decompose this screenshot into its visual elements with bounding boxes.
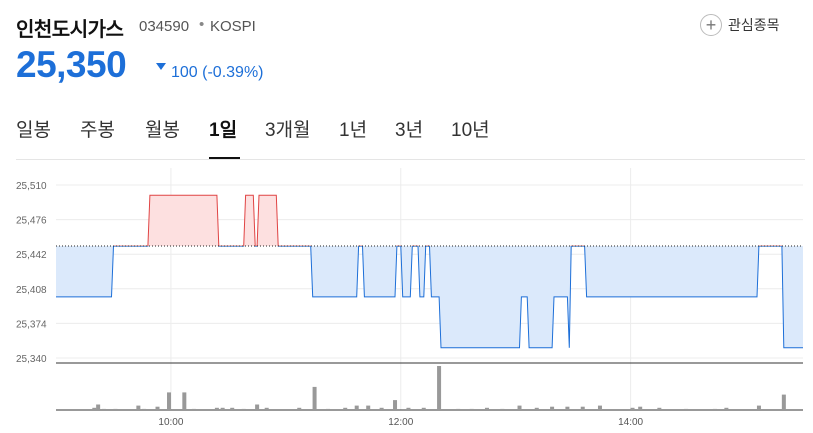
volume-bar xyxy=(255,404,260,410)
volume-bar xyxy=(393,400,398,410)
tab-daily[interactable]: 일봉 xyxy=(16,120,51,141)
volume-bar xyxy=(182,392,187,410)
stock-name: 인천도시가스 xyxy=(16,19,124,41)
volume-bar xyxy=(101,408,106,410)
kebab-menu-icon[interactable]: ••• xyxy=(811,14,813,25)
tab-1-year[interactable]: 1년 xyxy=(339,120,368,141)
y-tick-label: 25,374 xyxy=(16,319,47,330)
volume-bar xyxy=(325,408,330,410)
volume-bar xyxy=(638,406,643,410)
price-area-down xyxy=(56,246,803,348)
plus-icon: + xyxy=(700,14,722,36)
volume-bar xyxy=(241,408,246,410)
volume-bar xyxy=(96,404,101,410)
volume-bar xyxy=(312,386,317,410)
volume-bar xyxy=(406,407,411,410)
volume-bar xyxy=(580,406,585,410)
active-tab-indicator xyxy=(209,157,240,159)
y-tick-label: 25,408 xyxy=(16,285,47,296)
price-line-up xyxy=(113,194,783,247)
volume-bar xyxy=(354,405,359,410)
period-tabs: 일봉 주봉 월봉 1일 3개월 1년 3년 10년 xyxy=(16,112,813,160)
volume-bar xyxy=(343,407,348,410)
tab-3-months[interactable]: 3개월 xyxy=(265,120,311,141)
price-change: 100 (-0.39%) xyxy=(171,64,264,81)
volume-bar xyxy=(781,394,786,410)
volume-bar xyxy=(550,406,555,410)
volume-bar xyxy=(597,405,602,410)
volume-bar xyxy=(220,407,225,410)
y-tick-label: 25,476 xyxy=(16,216,47,227)
x-tick-label: 12:00 xyxy=(388,417,413,428)
volume-bar xyxy=(500,408,505,410)
volume-bar xyxy=(756,405,761,410)
market-label: KOSPI xyxy=(210,18,256,35)
volume-bar xyxy=(724,407,729,410)
tab-3-years[interactable]: 3년 xyxy=(395,120,424,141)
stock-header: 인천도시가스 034590 • KOSPI + 관심종목 ••• xyxy=(16,10,813,41)
volume-bar xyxy=(712,408,717,410)
volume-bar xyxy=(421,407,426,410)
volume-bar xyxy=(469,408,474,410)
volume-bar xyxy=(136,405,141,410)
volume-bar xyxy=(484,407,489,410)
x-tick-label: 10:00 xyxy=(158,417,183,428)
tab-10-years[interactable]: 10년 xyxy=(451,120,490,141)
stock-code: 034590 xyxy=(139,18,190,35)
volume-bar xyxy=(366,405,371,410)
current-price: 25,350 xyxy=(16,44,127,85)
y-tick-label: 25,510 xyxy=(16,181,47,192)
price-line-down xyxy=(56,246,803,349)
volume-bar xyxy=(456,408,461,410)
volume-bar xyxy=(630,407,635,410)
volume-bar xyxy=(92,407,97,410)
volume-bar xyxy=(264,407,269,410)
volume-bar xyxy=(517,405,522,410)
x-tick-label: 14:00 xyxy=(618,417,643,428)
volume-bar xyxy=(155,406,160,410)
volume-bar xyxy=(657,407,662,410)
volume-bar xyxy=(297,407,302,410)
volume-bar xyxy=(565,406,570,410)
add-favorite-button[interactable]: + 관심종목 xyxy=(700,12,780,38)
separator-dot: • xyxy=(199,16,205,33)
tab-1-day[interactable]: 1일 xyxy=(209,120,238,141)
volume-bar xyxy=(167,392,172,410)
tabs-divider xyxy=(16,159,805,160)
volume-bar xyxy=(142,408,147,410)
volume-bar xyxy=(684,408,689,410)
volume-bar xyxy=(191,408,196,410)
volume-bar xyxy=(534,407,539,410)
tab-monthly[interactable]: 월봉 xyxy=(145,120,180,141)
y-tick-label: 25,442 xyxy=(16,250,47,261)
volume-bar xyxy=(214,407,219,410)
tab-weekly[interactable]: 주봉 xyxy=(80,120,115,141)
volume-bar xyxy=(230,407,235,410)
volume-bar xyxy=(437,366,442,410)
y-tick-label: 25,340 xyxy=(16,354,47,365)
volume-bar xyxy=(113,408,118,410)
favorite-label: 관심종목 xyxy=(728,17,780,33)
down-arrow-icon xyxy=(156,63,166,70)
volume-bar xyxy=(379,407,384,410)
